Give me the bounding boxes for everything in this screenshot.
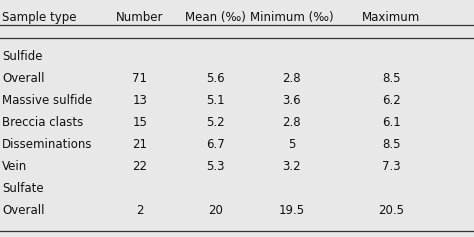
Text: 5: 5 <box>288 138 295 151</box>
Text: 19.5: 19.5 <box>278 204 305 217</box>
Text: 2.8: 2.8 <box>282 72 301 85</box>
Text: 2: 2 <box>136 204 144 217</box>
Text: 7.3: 7.3 <box>382 160 401 173</box>
Text: 5.3: 5.3 <box>206 160 225 173</box>
Text: 15: 15 <box>132 116 147 129</box>
Text: Breccia clasts: Breccia clasts <box>2 116 83 129</box>
Text: Disseminations: Disseminations <box>2 138 93 151</box>
Text: Number: Number <box>116 11 164 24</box>
Text: 8.5: 8.5 <box>382 138 401 151</box>
Text: Minimum (‰): Minimum (‰) <box>250 11 333 24</box>
Text: Overall: Overall <box>2 204 45 217</box>
Text: 21: 21 <box>132 138 147 151</box>
Text: 5.6: 5.6 <box>206 72 225 85</box>
Text: 2.8: 2.8 <box>282 116 301 129</box>
Text: 6.7: 6.7 <box>206 138 225 151</box>
Text: 6.2: 6.2 <box>382 94 401 107</box>
Text: 8.5: 8.5 <box>382 72 401 85</box>
Text: Sulfide: Sulfide <box>2 50 43 63</box>
Text: Massive sulfide: Massive sulfide <box>2 94 92 107</box>
Text: 20: 20 <box>208 204 223 217</box>
Text: Sulfate: Sulfate <box>2 182 44 195</box>
Text: Overall: Overall <box>2 72 45 85</box>
Text: Mean (‰): Mean (‰) <box>185 11 246 24</box>
Text: 13: 13 <box>132 94 147 107</box>
Text: 20.5: 20.5 <box>378 204 404 217</box>
Text: 71: 71 <box>132 72 147 85</box>
Text: 5.1: 5.1 <box>206 94 225 107</box>
Text: 3.2: 3.2 <box>282 160 301 173</box>
Text: Vein: Vein <box>2 160 27 173</box>
Text: 6.1: 6.1 <box>382 116 401 129</box>
Text: Sample type: Sample type <box>2 11 77 24</box>
Text: 22: 22 <box>132 160 147 173</box>
Text: 5.2: 5.2 <box>206 116 225 129</box>
Text: Maximum: Maximum <box>362 11 420 24</box>
Text: 3.6: 3.6 <box>282 94 301 107</box>
